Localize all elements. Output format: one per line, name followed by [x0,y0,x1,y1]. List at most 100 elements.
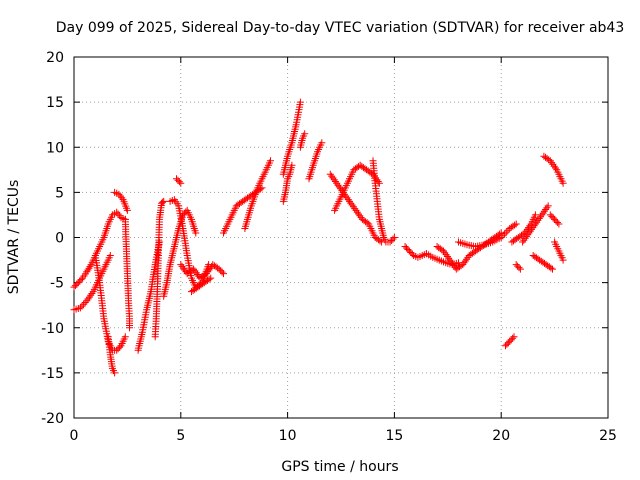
data-point [85,293,93,301]
data-point [545,156,553,164]
axis-ticks [73,56,609,419]
y-tick-label: 15 [46,95,64,111]
data-point [179,264,187,272]
data-point [386,238,394,246]
data-point [525,229,533,237]
data-point [84,266,92,274]
data-point [201,271,209,279]
data-point [215,265,223,273]
data-point [357,214,365,222]
data-point [546,211,554,219]
data-point [352,206,360,214]
data-point [544,202,552,210]
data-point [356,212,364,220]
y-axis-label: SDTVAR / TECUs [6,180,22,295]
data-point [205,275,213,283]
data-point [77,276,85,284]
data-point [123,206,131,214]
data-point [447,258,455,266]
data-point [328,172,336,180]
data-point [519,238,527,246]
x-tick-labels: 0 5 10 15 20 25 [70,428,617,444]
data-point [335,183,343,191]
data-point [85,264,93,272]
data-point [111,369,119,377]
data-point [504,339,512,347]
y-tick-labels: -20 -15 -10 -5 0 5 10 15 20 [41,50,64,427]
x-tick-label: 20 [492,428,510,444]
data-point [559,256,567,264]
data-point [539,209,547,217]
data-point [520,236,528,244]
data-point [288,161,296,169]
data-point [181,266,189,274]
series-arc-16 [279,98,304,178]
series-arc-28 [512,261,524,273]
data-point [121,333,129,341]
data-point [535,215,543,222]
data-point [351,205,359,213]
data-point [540,207,548,215]
data-point [207,274,215,282]
data-point [73,280,81,288]
series-arc-6 [121,215,133,332]
series-arc-30 [519,202,552,246]
data-point [369,170,377,178]
data-point [438,246,446,254]
series-arc-20 [326,170,386,246]
data-point [460,259,468,267]
data-point [173,175,180,183]
chart-title: Day 099 of 2025, Sidereal Day-to-day VTE… [56,20,625,36]
series-arc-15 [241,157,274,232]
y-tick-label: -15 [41,366,64,382]
y-tick-label: 0 [55,231,64,247]
series-arc-12 [188,274,215,296]
data-point [114,345,122,353]
data-point [116,192,124,200]
data-point [374,178,382,185]
data-point [116,343,124,351]
data-point [355,210,362,218]
data-point [522,233,530,241]
data-point [550,162,558,170]
data-point [504,226,512,234]
data-point [342,192,350,200]
data-point [390,234,398,241]
data-point [443,253,451,260]
data-point [86,262,94,270]
data-point [206,264,214,272]
data-point [509,334,517,342]
data-point [461,257,469,265]
x-tick-label: 25 [599,428,617,444]
data-point [440,247,447,255]
series-arc-17 [279,161,296,205]
data-point [301,130,309,138]
x-tick-label: 10 [279,428,297,444]
data-point [106,252,114,259]
data-point [347,199,355,207]
data-point [175,178,183,186]
data-point [353,208,361,216]
y-tick-label: 5 [55,185,64,201]
x-tick-label: 5 [176,428,185,444]
data-point [449,260,456,268]
data-point [457,262,465,270]
series-arc-19 [305,139,326,183]
data-point [80,300,88,308]
data-point [76,304,84,312]
data-point [87,291,95,299]
data-point [331,178,339,185]
data-point [113,208,121,216]
data-point [529,224,537,232]
data-point [81,299,89,306]
series-arc-5 [111,188,131,214]
data-point [553,219,561,226]
series-arc-13 [173,175,185,187]
data-point [337,185,345,193]
data-point [403,244,410,252]
data-point [548,159,556,167]
data-point [510,333,518,341]
data-point [71,282,79,290]
series-arc-3 [91,252,129,354]
data-point [83,297,91,305]
